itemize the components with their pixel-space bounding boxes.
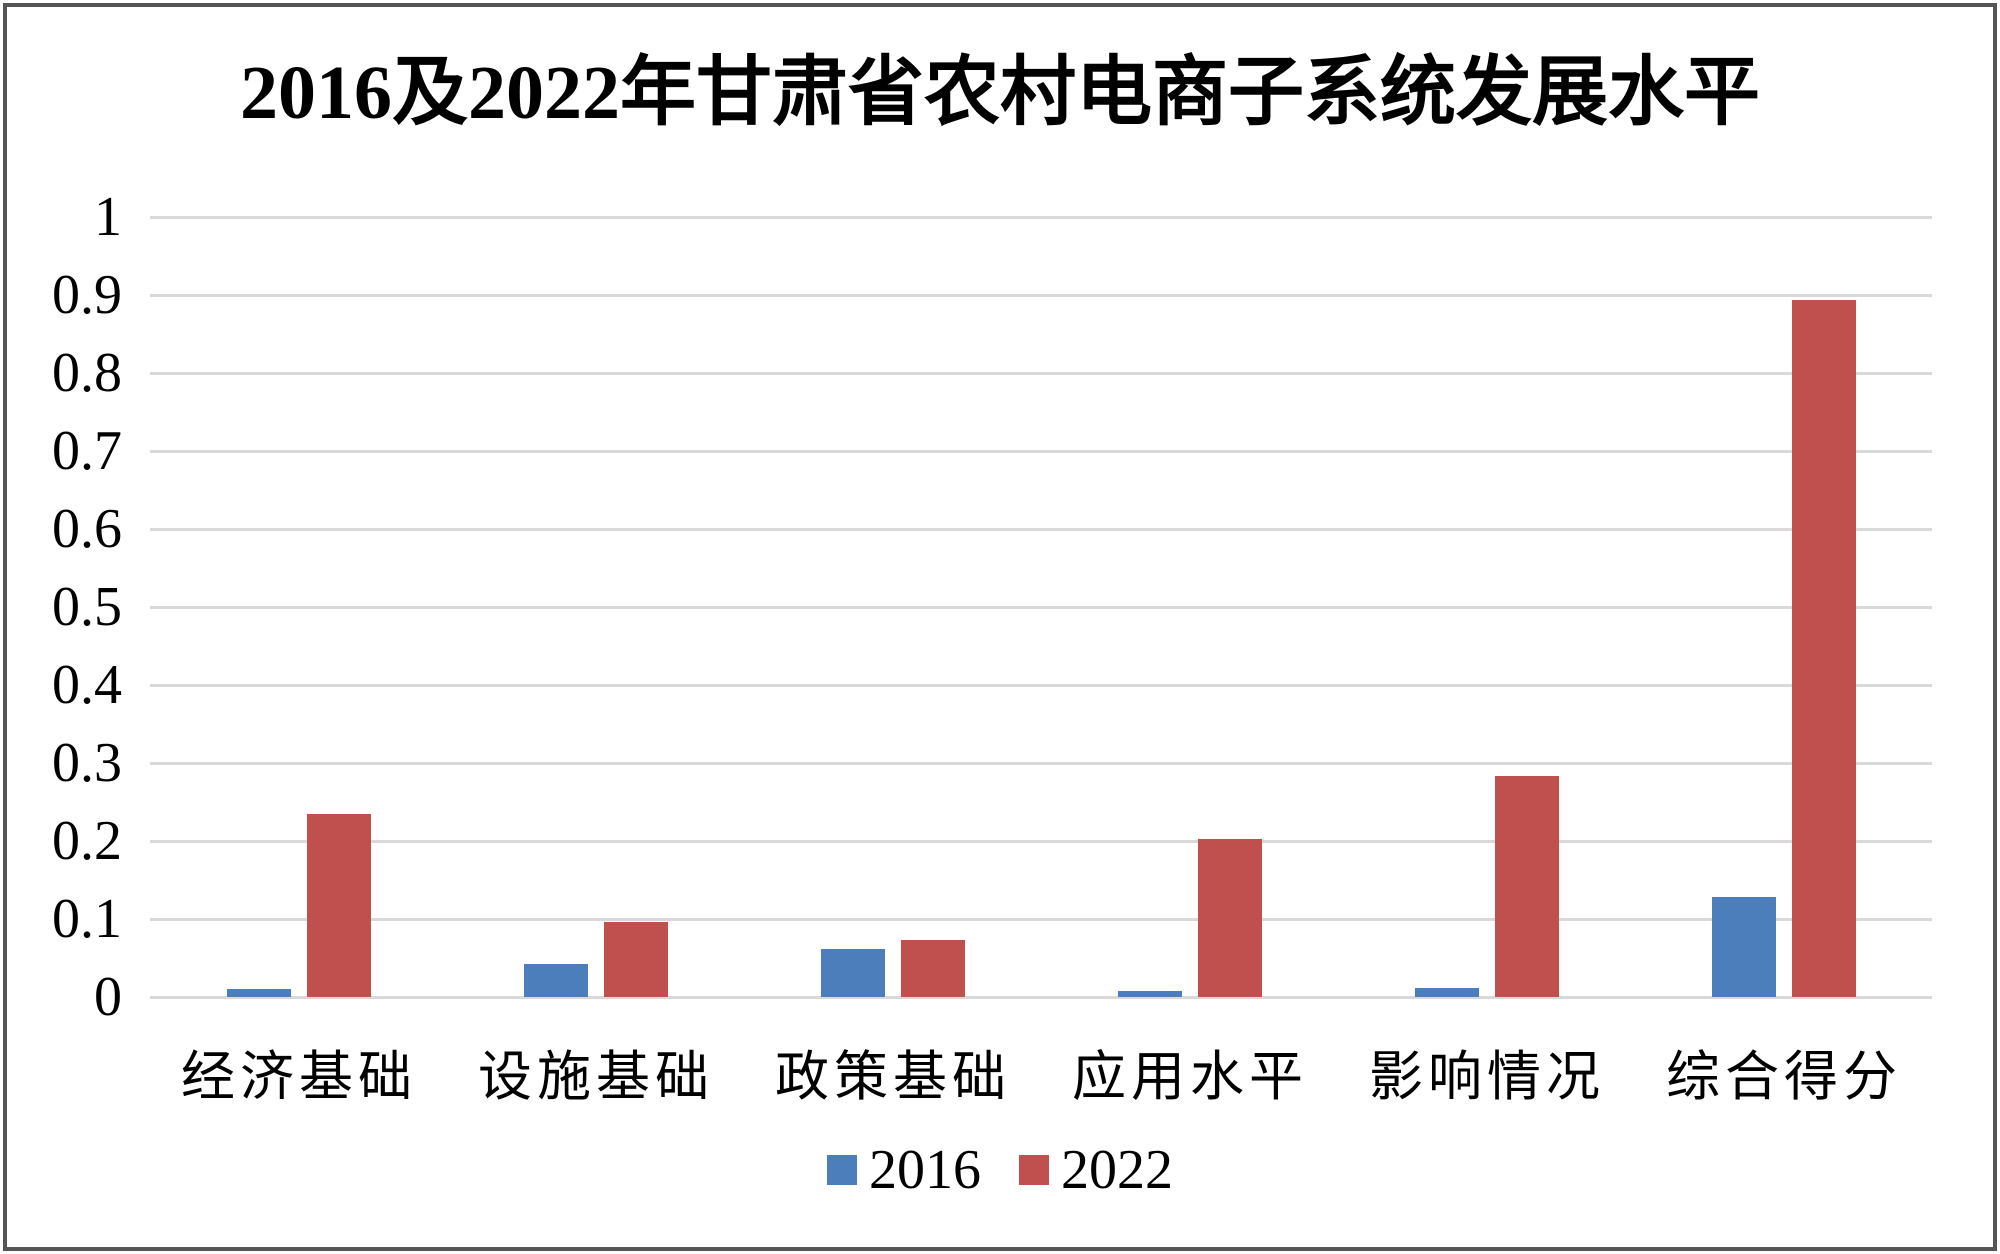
- bar-2022-政策基础: [901, 940, 965, 997]
- legend-label-2016: 2016: [869, 1139, 981, 1201]
- y-axis-tick-label: 0.4: [52, 654, 122, 716]
- legend-swatch-2016: [827, 1155, 857, 1185]
- legend-swatch-2022: [1019, 1155, 1049, 1185]
- bar-2022-综合得分: [1792, 300, 1856, 997]
- gridline-0.9: [150, 294, 1932, 297]
- legend-label-2022: 2022: [1061, 1139, 1173, 1201]
- bar-2022-设施基础: [604, 922, 668, 997]
- y-axis-tick-label: 0.1: [52, 888, 122, 950]
- bar-2016-综合得分: [1712, 897, 1776, 997]
- category-label-影响情况: 影响情况: [1369, 1047, 1605, 1107]
- y-axis-tick-label: 0.8: [52, 342, 122, 404]
- gridline-0.6: [150, 528, 1932, 531]
- gridline-0.1: [150, 918, 1932, 921]
- bar-2016-经济基础: [227, 989, 291, 997]
- bar-2016-政策基础: [821, 949, 885, 997]
- category-label-应用水平: 应用水平: [1072, 1047, 1308, 1107]
- bar-2016-设施基础: [524, 964, 588, 997]
- y-axis-tick-label: 0.2: [52, 810, 122, 872]
- gridline-0.8: [150, 372, 1932, 375]
- y-axis-tick-label: 0.9: [52, 264, 122, 326]
- category-label-政策基础: 政策基础: [775, 1047, 1011, 1107]
- category-label-综合得分: 综合得分: [1666, 1047, 1902, 1107]
- gridline-0.2: [150, 840, 1932, 843]
- legend-item-2022: 2022: [1019, 1138, 1173, 1202]
- bar-2016-影响情况: [1415, 988, 1479, 997]
- gridline-0.3: [150, 762, 1932, 765]
- bar-2022-应用水平: [1198, 839, 1262, 997]
- y-axis-tick-label: 0.3: [52, 732, 122, 794]
- gridline-0.4: [150, 684, 1932, 687]
- y-axis-tick-label: 0: [94, 966, 122, 1028]
- chart-title: 2016及2022年甘肃省农村电商子系统发展水平: [240, 51, 1760, 135]
- y-axis-tick-label: 1: [94, 186, 122, 248]
- y-axis-tick-label: 0.5: [52, 576, 122, 638]
- y-axis-tick-label: 0.7: [52, 420, 122, 482]
- gridline-0: [150, 996, 1932, 999]
- category-label-设施基础: 设施基础: [478, 1047, 714, 1107]
- bar-2022-影响情况: [1495, 776, 1559, 997]
- legend-item-2016: 2016: [827, 1138, 981, 1202]
- bar-2022-经济基础: [307, 814, 371, 997]
- gridline-0.5: [150, 606, 1932, 609]
- gridline-0.7: [150, 450, 1932, 453]
- bar-2016-应用水平: [1118, 991, 1182, 997]
- category-label-经济基础: 经济基础: [181, 1047, 417, 1107]
- y-axis-tick-label: 0.6: [52, 498, 122, 560]
- gridline-1: [150, 216, 1932, 219]
- chart-legend: 2016 2022: [0, 1138, 2000, 1202]
